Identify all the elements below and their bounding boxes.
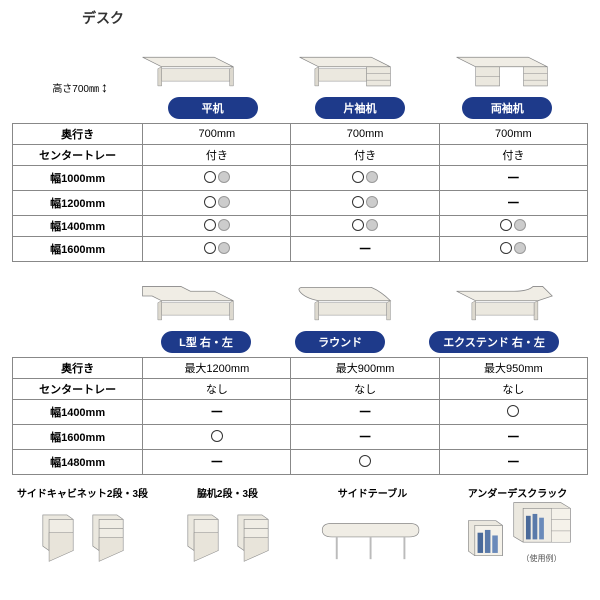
accessory-item: 脇机2段・3段 [157,485,298,564]
table-row: 幅1200mm － [13,191,588,216]
table-cell [143,191,291,216]
desk-type-badge: 片袖机 [315,97,405,119]
table-row: 奥行き最大1200mm最大900mm最大950mm [13,358,588,379]
accessory-label: サイドテーブル [302,485,443,500]
row-header: 幅1200mm [13,191,143,216]
table-cell [143,425,291,450]
table-row: センタートレー付き付き付き [13,145,588,166]
table-cell [291,191,439,216]
badge-row: L型 右・左 ラウンド エクステンド 右・左 [12,331,588,353]
row-header: 幅1600mm [13,237,143,262]
table-cell: 付き [143,145,291,166]
row-header: 幅1480mm [13,450,143,475]
desk-image-row [12,266,588,329]
table-cell [439,237,587,262]
table-cell: なし [143,379,291,400]
table-cell [143,237,291,262]
desk-type-badge: 平机 [168,97,258,119]
table-row: 幅1600mm － [13,237,588,262]
table-row: センタートレーなしなしなし [13,379,588,400]
table-cell [439,216,587,237]
desk-image-extend [447,266,557,329]
table-cell [291,216,439,237]
table-cell: － [143,400,291,425]
table-cell: － [291,237,439,262]
page-title: デスク [82,8,588,28]
table-cell [439,400,587,425]
table-cell: － [291,400,439,425]
row-header: 幅1000mm [13,166,143,191]
table-row: 幅1000mm － [13,166,588,191]
spec-table-1: 奥行き最大1200mm最大900mm最大950mmセンタートレーなしなしなし幅1… [12,357,588,475]
accessories-row: サイドキャビネット2段・3段 脇机2段・3段 サイドテーブル アンダーデスクラッ… [12,485,588,564]
desk-type-badge: エクステンド 右・左 [429,331,559,353]
table-cell: － [439,166,587,191]
table-cell: 700mm [143,124,291,145]
table-row: 幅1600mm －－ [13,425,588,450]
table-cell: － [143,450,291,475]
table-row: 幅1480mm－－ [13,450,588,475]
table-cell: － [439,450,587,475]
accessory-label: サイドキャビネット2段・3段 [12,485,153,500]
table-cell: なし [439,379,587,400]
table-cell [143,216,291,237]
table-cell: － [439,425,587,450]
table-cell: 最大900mm [291,358,439,379]
height-arrow-icon: ↕ [101,79,108,95]
table-row: 幅1400mm－－ [13,400,588,425]
desk-type-badge: L型 右・左 [161,331,251,353]
desk-image-round [290,266,400,329]
table-cell [291,450,439,475]
table-cell: なし [291,379,439,400]
accessory-item: サイドテーブル [302,485,443,564]
table-cell: 最大950mm [439,358,587,379]
row-header: 幅1400mm [13,216,143,237]
spec-table-0: 奥行き700mm700mm700mmセンタートレー付き付き付き幅1000mm－幅… [12,123,588,262]
row-header: センタートレー [13,145,143,166]
row-header: センタートレー [13,379,143,400]
table-cell: 700mm [439,124,587,145]
table-cell [291,166,439,191]
table-cell: － [439,191,587,216]
row-header: 幅1400mm [13,400,143,425]
accessory-item: アンダーデスクラック （使用例） [447,485,588,564]
table-cell: 700mm [291,124,439,145]
desk-image-double [447,32,557,95]
height-label: 高さ700㎜↕ [12,79,112,95]
desk-type-badge: 両袖机 [462,97,552,119]
desk-image-plain [133,32,243,95]
table-cell: 付き [439,145,587,166]
desk-image-single [290,32,400,95]
usage-note: （使用例） [509,553,575,564]
badge-row: 平机 片袖机 両袖机 [12,97,588,119]
desk-type-badge: ラウンド [295,331,385,353]
desk-image-lshape [133,266,243,329]
table-cell: － [291,425,439,450]
row-header: 幅1600mm [13,425,143,450]
row-header: 奥行き [13,358,143,379]
table-row: 奥行き700mm700mm700mm [13,124,588,145]
accessory-label: 脇机2段・3段 [157,485,298,500]
row-header: 奥行き [13,124,143,145]
table-cell: 付き [291,145,439,166]
table-cell [143,166,291,191]
table-row: 幅1400mm [13,216,588,237]
accessory-item: サイドキャビネット2段・3段 [12,485,153,564]
desk-image-row: 高さ700㎜↕ [12,32,588,95]
table-cell: 最大1200mm [143,358,291,379]
